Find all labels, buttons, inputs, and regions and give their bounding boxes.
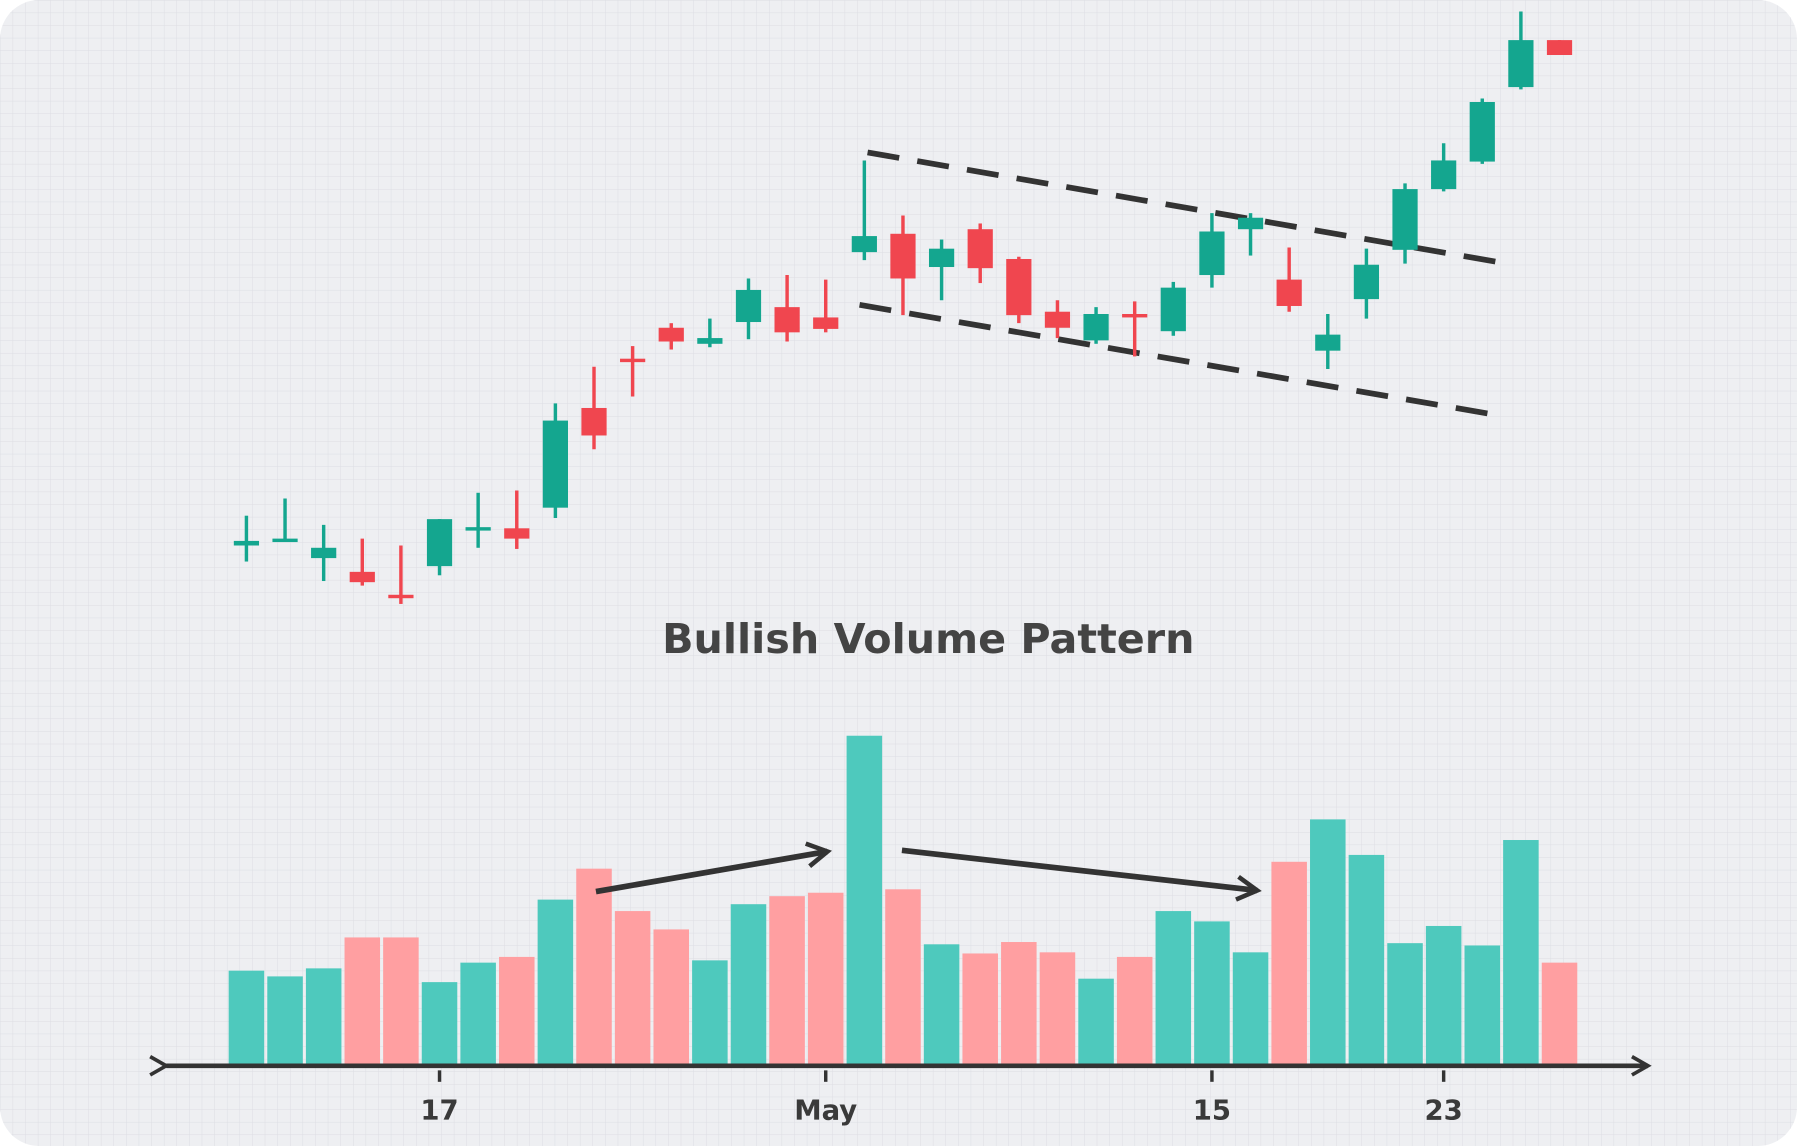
candle-body [542, 420, 568, 508]
volume-bar [1232, 952, 1269, 1064]
volume-bar [962, 953, 998, 1064]
channel-lower [859, 302, 1497, 418]
volume-bar [1116, 956, 1153, 1064]
volume-bar [1155, 911, 1192, 1064]
x-tick-label: 17 [420, 1095, 458, 1127]
volume-bar [692, 960, 728, 1064]
candle-body [1469, 101, 1495, 162]
candle-body [1431, 160, 1457, 190]
volume-bar [1001, 942, 1037, 1064]
volume-bar [885, 889, 921, 1064]
volume-bar [576, 868, 612, 1064]
x-tick-label: 15 [1193, 1095, 1231, 1127]
candle-body [272, 538, 298, 543]
candle-body [1237, 217, 1264, 230]
candle-body [426, 519, 453, 567]
volume-bar [614, 911, 651, 1064]
volume-bar [1348, 854, 1385, 1064]
volume-bar [228, 970, 265, 1064]
volume-bar [305, 968, 342, 1064]
candle-body [1546, 40, 1573, 56]
volume-bar [807, 892, 844, 1064]
candle-body [735, 289, 762, 323]
volume-bar [1310, 819, 1346, 1064]
channel-upper [867, 149, 1508, 267]
candle-body [1006, 258, 1032, 316]
candle-body [581, 407, 607, 436]
candle-body [1315, 334, 1341, 351]
candle-body [620, 358, 646, 363]
volume-bar [460, 962, 496, 1064]
volume-arrow-up [595, 841, 832, 895]
x-tick-label: 23 [1425, 1095, 1463, 1127]
volume-bar [769, 896, 805, 1064]
candle-body [311, 547, 337, 559]
volume-bar [1541, 962, 1578, 1064]
candle-body [349, 571, 375, 583]
candle-body [658, 327, 684, 342]
volume-bar [1039, 952, 1076, 1064]
chart-title: Bullish Volume Pattern [662, 615, 1194, 663]
candle-body [233, 540, 260, 546]
volume-bar [730, 904, 767, 1064]
volume-bar [421, 982, 458, 1064]
candle-body [890, 233, 916, 279]
candle-body [504, 528, 530, 539]
candle-body [1044, 311, 1071, 328]
volume-bar [846, 735, 883, 1064]
volume-bar [1464, 945, 1501, 1064]
candle-body [813, 317, 839, 329]
volume-bar [537, 899, 574, 1064]
candle-body [1276, 279, 1302, 306]
volume-bar [1078, 978, 1114, 1064]
marks [228, 11, 1578, 1064]
volume-bar [499, 956, 535, 1064]
volume-bar [923, 944, 960, 1064]
candle-body [1508, 40, 1534, 88]
volume-bar [1387, 943, 1423, 1064]
candle-body [388, 594, 414, 599]
candle-body [1083, 314, 1109, 341]
candle-body [1160, 287, 1186, 332]
candle-body [967, 229, 993, 269]
volume-bar [1194, 921, 1230, 1064]
volume-bar [267, 976, 303, 1064]
candle-body [851, 236, 877, 253]
x-tick-label: May [794, 1095, 857, 1127]
candle-body [1199, 231, 1225, 276]
volume-bar [344, 937, 381, 1064]
candle-body [1392, 189, 1418, 250]
volume-bar [1425, 925, 1462, 1064]
volume-bar [383, 937, 419, 1064]
candle-body [774, 307, 800, 333]
volume-bar [653, 929, 690, 1064]
candle-body [465, 527, 491, 531]
volume-bar [1271, 861, 1307, 1064]
candle-body [928, 248, 955, 268]
candle-body [697, 338, 723, 344]
candle-body [1353, 264, 1380, 300]
volume-arrow-down [901, 847, 1262, 902]
candle-body [1122, 314, 1148, 318]
volume-bar [1503, 840, 1539, 1064]
